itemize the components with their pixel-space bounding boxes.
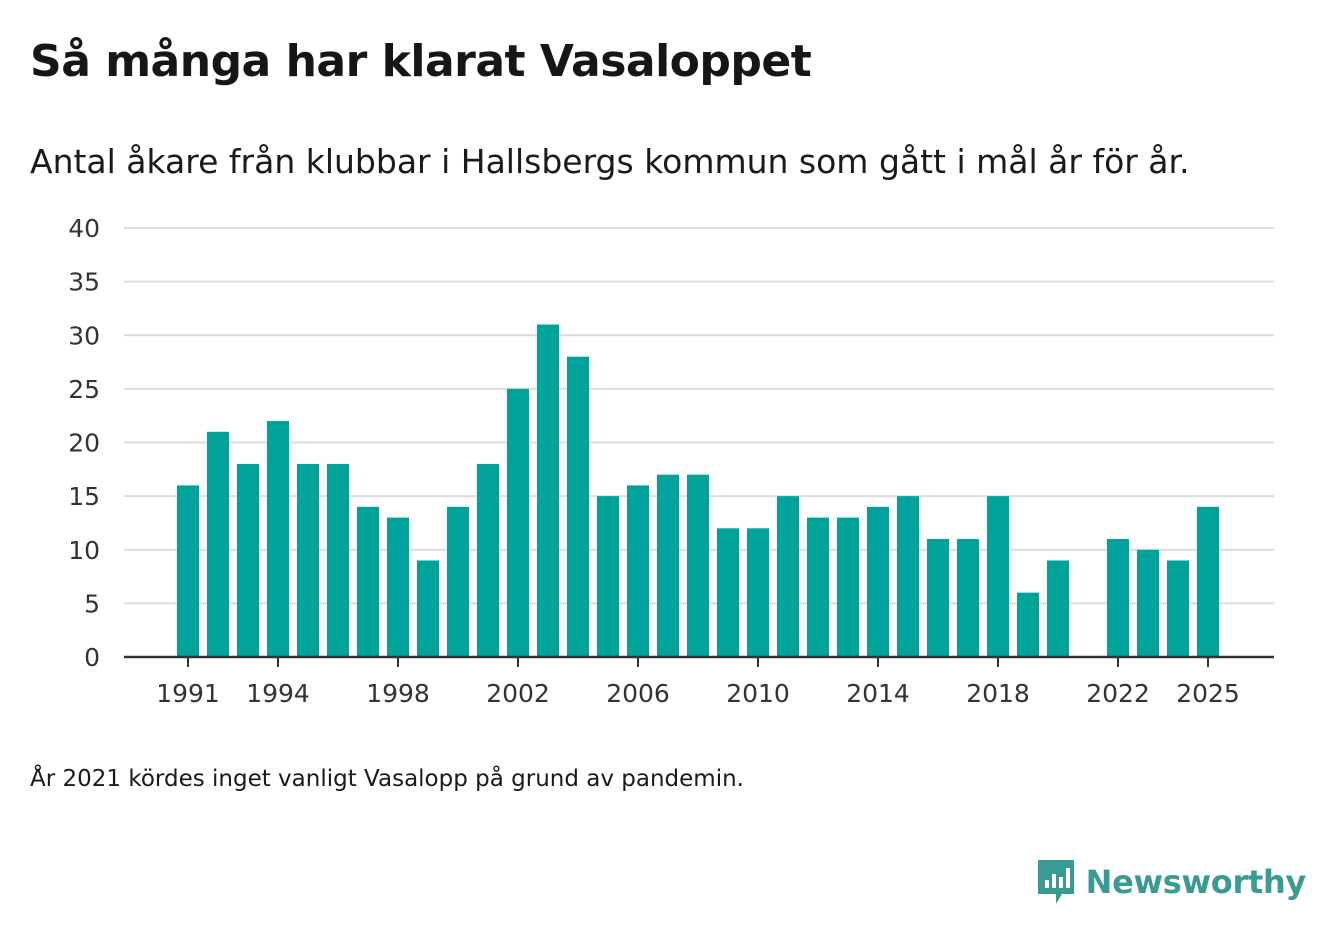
brand-logo[interactable]: Newsworthy — [1036, 858, 1306, 906]
chart-title: Så många har klarat Vasaloppet — [30, 36, 812, 87]
bar-2015 — [897, 496, 919, 657]
bar-2007 — [657, 474, 679, 657]
bar-1992 — [207, 431, 229, 657]
bar-2002 — [507, 388, 529, 657]
x-tick-label-2022: 2022 — [1086, 679, 1150, 708]
bar-1997 — [357, 506, 379, 657]
x-tick-label-2025: 2025 — [1176, 679, 1240, 708]
x-tick-label-1994: 1994 — [246, 679, 310, 708]
bar-2025 — [1197, 506, 1219, 657]
bar-2017 — [957, 539, 979, 657]
newsworthy-logo-icon — [1037, 860, 1074, 904]
bar-2012 — [807, 517, 829, 657]
x-tick-label-1998: 1998 — [366, 679, 430, 708]
bar-2023 — [1137, 549, 1159, 657]
bar-1996 — [327, 463, 349, 657]
bar-2009 — [717, 528, 739, 657]
bar-2008 — [687, 474, 709, 657]
bar-1994 — [267, 421, 289, 657]
bar-2024 — [1167, 560, 1189, 657]
y-tick-label-15: 15 — [68, 482, 100, 511]
bar-2006 — [627, 485, 649, 657]
x-tick-label-2010: 2010 — [726, 679, 790, 708]
bar-2018 — [987, 496, 1009, 657]
y-tick-label-20: 20 — [68, 429, 100, 458]
y-tick-label-0: 0 — [84, 643, 100, 672]
bar-2019 — [1017, 592, 1039, 657]
bar-2005 — [597, 496, 619, 657]
bar-1993 — [237, 463, 259, 657]
footnote: År 2021 kördes inget vanligt Vasalopp på… — [30, 766, 744, 792]
bar-2004 — [567, 356, 589, 657]
brand-name: Newsworthy — [1085, 863, 1307, 901]
bar-2003 — [537, 324, 559, 657]
bar-1999 — [417, 560, 439, 657]
bar-1991 — [177, 485, 199, 657]
y-tick-label-40: 40 — [68, 214, 100, 243]
y-tick-label-10: 10 — [68, 536, 100, 565]
x-tick-label-1991: 1991 — [156, 679, 220, 708]
bar-2001 — [477, 463, 499, 657]
y-tick-label-5: 5 — [84, 589, 100, 618]
bar-2010 — [747, 528, 769, 657]
bar-1998 — [387, 517, 409, 657]
bar-2022 — [1107, 539, 1129, 657]
bar-1995 — [297, 463, 319, 657]
bar-2014 — [867, 506, 889, 657]
bar-2016 — [927, 539, 949, 657]
x-tick-label-2002: 2002 — [486, 679, 550, 708]
bar-2020 — [1047, 560, 1069, 657]
x-tick-label-2018: 2018 — [966, 679, 1030, 708]
y-tick-label-30: 30 — [68, 321, 100, 350]
chart-subtitle: Antal åkare från klubbar i Hallsbergs ko… — [30, 142, 1190, 181]
bar-2013 — [837, 517, 859, 657]
x-tick-label-2006: 2006 — [606, 679, 670, 708]
y-tick-label-35: 35 — [68, 268, 100, 297]
x-tick-label-2014: 2014 — [846, 679, 910, 708]
bar-2000 — [447, 506, 469, 657]
bar-2011 — [777, 496, 799, 657]
y-tick-label-25: 25 — [68, 375, 100, 404]
